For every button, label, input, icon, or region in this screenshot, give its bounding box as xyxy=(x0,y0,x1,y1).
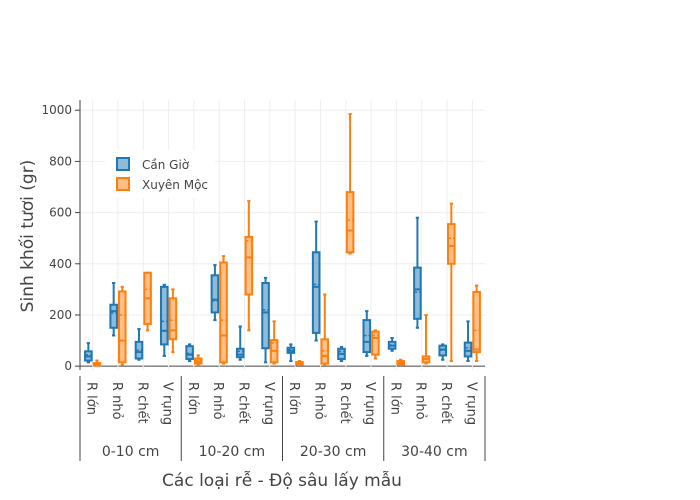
x-tick-label: R lớn xyxy=(387,382,402,415)
iqr-box xyxy=(345,191,355,254)
iqr-box xyxy=(160,285,169,346)
axes-layer: 0 200 400 600 800 1000 xyxy=(41,100,81,373)
box-xuyen-moc-10-20-cm-r-chet[interactable] xyxy=(244,200,254,332)
x-axis-title: Các loại rễ - Độ sâu lấy mẫu xyxy=(162,470,402,491)
box-xuyen-moc-0-10-cm-r-chet[interactable] xyxy=(143,271,152,332)
x-tick-label: R nhỏ xyxy=(311,382,326,420)
x-tick-label: R nhỏ xyxy=(210,382,225,420)
box-can-gio-20-30-cm-r-chet[interactable] xyxy=(337,345,346,363)
box-xuyen-moc-0-10-cm-r-lon[interactable] xyxy=(92,359,102,367)
iqr-box xyxy=(235,347,245,359)
legend-swatch-can-gio xyxy=(116,157,130,171)
box-can-gio-0-10-cm-r-lon[interactable] xyxy=(84,342,93,364)
legend-label-can-gio: Cần Giờ xyxy=(142,158,190,172)
x-tick-label: V rụng xyxy=(261,382,276,425)
legend[interactable]: Cần Giờ Xuyên Mộc xyxy=(105,150,215,198)
box-xuyen-moc-20-30-cm-r-nho[interactable] xyxy=(320,293,330,366)
x-tick-labels: R lớn R nhỏ R chết V rụng 0-10 cm R lớn R nhỏ R… xyxy=(79,376,486,461)
y-tick-label: 800 xyxy=(49,154,72,168)
x-tick-label: R chết xyxy=(337,382,352,424)
box-can-gio-30-40-cm-r-lon[interactable] xyxy=(387,337,397,352)
iqr-box xyxy=(311,251,321,334)
y-tick-label: 200 xyxy=(49,308,72,322)
iqr-box xyxy=(168,297,178,341)
box-xuyen-moc-30-40-cm-v-rung[interactable] xyxy=(472,284,481,363)
box-xuyen-moc-10-20-cm-r-lon[interactable] xyxy=(193,354,203,366)
box-xuyen-moc-10-20-cm-r-nho[interactable] xyxy=(219,255,228,365)
legend-swatch-xuyen-moc xyxy=(116,177,130,191)
iqr-box xyxy=(472,290,481,354)
box-xuyen-moc-30-40-cm-r-nho[interactable] xyxy=(421,313,431,365)
x-tick-label: R nhỏ xyxy=(109,382,124,420)
x-tick-label: R chết xyxy=(134,382,149,424)
iqr-box xyxy=(219,261,228,364)
box-can-gio-10-20-cm-r-nho[interactable] xyxy=(210,264,220,322)
iqr-box xyxy=(413,266,422,320)
box-can-gio-10-20-cm-v-rung[interactable] xyxy=(261,276,270,364)
iqr-box xyxy=(244,235,254,296)
boxes-layer xyxy=(84,113,481,367)
box-can-gio-0-10-cm-r-nho[interactable] xyxy=(109,281,118,337)
x-group-label: 30-40 cm xyxy=(401,444,467,460)
box-can-gio-20-30-cm-v-rung[interactable] xyxy=(362,310,372,357)
box-xuyen-moc-10-20-cm-v-rung[interactable] xyxy=(269,320,279,365)
box-can-gio-30-40-cm-r-nho[interactable] xyxy=(413,216,422,329)
box-xuyen-moc-30-40-cm-r-chet[interactable] xyxy=(447,202,456,363)
iqr-box xyxy=(261,281,270,350)
x-group-label: 20-30 cm xyxy=(300,444,366,460)
y-tick-label: 0 xyxy=(64,359,72,373)
iqr-box xyxy=(117,290,127,364)
iqr-box xyxy=(447,223,456,265)
y-tick-label: 400 xyxy=(49,257,72,271)
y-tick-label: 600 xyxy=(49,206,72,220)
box-can-gio-0-10-cm-r-chet[interactable] xyxy=(134,328,144,361)
box-xuyen-moc-0-10-cm-v-rung[interactable] xyxy=(168,288,178,354)
box-can-gio-30-40-cm-r-chet[interactable] xyxy=(438,343,448,361)
box-can-gio-30-40-cm-v-rung[interactable] xyxy=(463,320,473,363)
iqr-box xyxy=(109,303,118,329)
x-tick-label: V rụng xyxy=(463,382,478,425)
box-xuyen-moc-30-40-cm-r-lon[interactable] xyxy=(396,358,406,366)
x-tick-label: R chết xyxy=(236,382,251,424)
legend-label-xuyen-moc: Xuyên Mộc xyxy=(142,178,208,192)
iqr-box xyxy=(210,274,220,314)
x-tick-label: R nhỏ xyxy=(413,382,428,420)
box-xuyen-moc-20-30-cm-v-rung[interactable] xyxy=(371,329,380,360)
box-can-gio-10-20-cm-r-chet[interactable] xyxy=(235,325,245,361)
y-axis-title: Sinh khối tươi (gr) xyxy=(17,160,38,313)
x-tick-label: V rụng xyxy=(362,382,377,425)
box-can-gio-20-30-cm-r-lon[interactable] xyxy=(286,343,296,363)
grid-layer xyxy=(80,100,485,370)
y-tick-label: 1000 xyxy=(41,103,72,117)
box-xuyen-moc-20-30-cm-r-chet[interactable] xyxy=(345,113,355,255)
iqr-box xyxy=(371,330,380,356)
x-tick-label: R lớn xyxy=(84,382,99,415)
x-tick-label: R lớn xyxy=(286,382,301,415)
box-can-gio-10-20-cm-r-lon[interactable] xyxy=(185,343,194,363)
x-tick-label: V rụng xyxy=(160,382,175,425)
box-can-gio-0-10-cm-v-rung[interactable] xyxy=(160,283,169,357)
x-group-label: 0-10 cm xyxy=(102,444,160,460)
iqr-box xyxy=(463,341,473,358)
x-tick-label: R lớn xyxy=(185,382,200,415)
x-tick-label: R chết xyxy=(438,382,453,424)
box-xuyen-moc-0-10-cm-r-nho[interactable] xyxy=(117,285,127,366)
box-xuyen-moc-20-30-cm-r-lon[interactable] xyxy=(295,360,304,366)
iqr-box xyxy=(185,345,194,360)
box-can-gio-20-30-cm-r-nho[interactable] xyxy=(311,220,321,342)
x-group-label: 10-20 cm xyxy=(199,444,265,460)
